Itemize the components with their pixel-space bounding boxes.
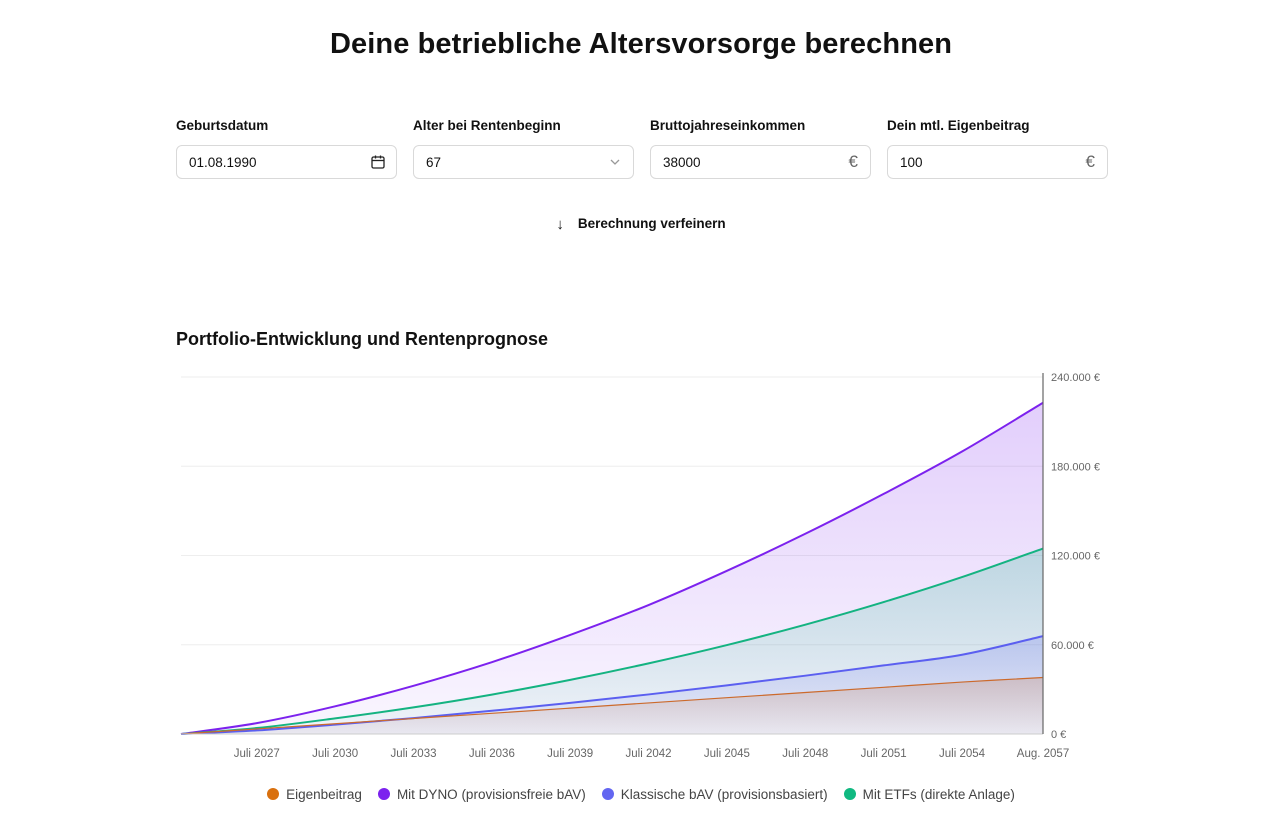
x-tick-label: Juli 2030 [312, 748, 358, 760]
portfolio-chart: 0 € 60.000 € 120.000 € 180.000 € 240.000 € Ju… [180, 372, 1100, 760]
retirement-age-label: Alter bei Rentenbeginn [413, 118, 561, 133]
retirement-age-select[interactable]: 67 [413, 145, 634, 179]
chart-legend: Eigenbeitrag Mit DYNO (provisionsfreie bA… [0, 787, 1282, 802]
x-tick-label: Juli 2039 [547, 748, 593, 760]
legend-item: Mit ETFs (direkte Anlage) [843, 787, 1015, 802]
retirement-age-value: 67 [426, 155, 442, 170]
legend-dot [601, 788, 614, 800]
series-line [180, 547, 1044, 735]
legend-item: Klassische bAV (provisionsbasiert) [601, 787, 828, 802]
birthdate-input[interactable]: 01.08.1990 [176, 145, 397, 179]
legend-dot [843, 788, 856, 800]
x-tick-label: Aug. 2057 [1017, 748, 1069, 760]
x-tick-label: Juli 2036 [469, 748, 515, 760]
x-tick-label: Juli 2027 [234, 748, 280, 760]
legend-label: Eigenbeitrag [286, 787, 362, 802]
birthdate-label: Geburtsdatum [176, 118, 269, 133]
birthdate-field: Geburtsdatum 01.08.1990 [176, 118, 397, 179]
retirement-age-field: Alter bei Rentenbeginn 67 [413, 118, 634, 179]
euro-icon: € [848, 152, 858, 171]
legend-dot [267, 788, 280, 800]
x-tick-label: Juli 2051 [861, 748, 907, 760]
y-tick-label: 0 € [1051, 729, 1066, 741]
y-tick-label: 120.000 € [1051, 551, 1100, 563]
refine-calculation-button[interactable]: ↓ Berechnung verfeinern [0, 216, 1282, 233]
y-tick-label: 240.000 € [1051, 372, 1100, 384]
monthly-contribution-value: 100 [900, 155, 923, 170]
chart-title: Portfolio-Entwicklung und Rentenprognose [176, 329, 548, 349]
legend-label: Klassische bAV (provisionsbasiert) [620, 787, 828, 802]
series-line [180, 635, 1044, 735]
x-tick-label: Juli 2045 [704, 748, 750, 760]
arrow-down-icon: ↓ [556, 216, 564, 233]
euro-icon: € [1085, 152, 1095, 171]
gross-income-field: Bruttojahreseinkommen 38000 € [650, 118, 871, 179]
legend-item: Mit DYNO (provisionsfreie bAV) [377, 787, 586, 802]
monthly-contribution-field: Dein mtl. Eigenbeitrag 100 € [887, 118, 1108, 179]
x-tick-label: Juli 2048 [782, 748, 828, 760]
birthdate-value: 01.08.1990 [189, 155, 257, 170]
calendar-icon[interactable] [370, 154, 386, 170]
legend-label: Mit DYNO (provisionsfreie bAV) [396, 787, 586, 802]
legend-label: Mit ETFs (direkte Anlage) [862, 787, 1015, 802]
y-tick-label: 180.000 € [1051, 461, 1100, 473]
series-line [180, 401, 1044, 735]
monthly-contribution-label: Dein mtl. Eigenbeitrag [887, 118, 1030, 133]
page-title: Deine betriebliche Altersvorsorge berech… [329, 28, 953, 60]
legend-item: Eigenbeitrag [267, 787, 362, 802]
gross-income-value: 38000 [663, 155, 701, 170]
monthly-contribution-input[interactable]: 100 € [887, 145, 1108, 179]
y-tick-label: 60.000 € [1051, 640, 1094, 652]
gross-income-input[interactable]: 38000 € [650, 145, 871, 179]
gross-income-label: Bruttojahreseinkommen [650, 118, 806, 133]
series-line [180, 676, 1044, 735]
chevron-down-icon [610, 159, 620, 165]
x-tick-label: Juli 2042 [626, 748, 672, 760]
x-tick-label: Juli 2054 [939, 748, 986, 760]
x-tick-label: Juli 2033 [390, 748, 436, 760]
legend-dot [377, 788, 390, 800]
refine-calculation-label: Berechnung verfeinern [577, 216, 726, 231]
